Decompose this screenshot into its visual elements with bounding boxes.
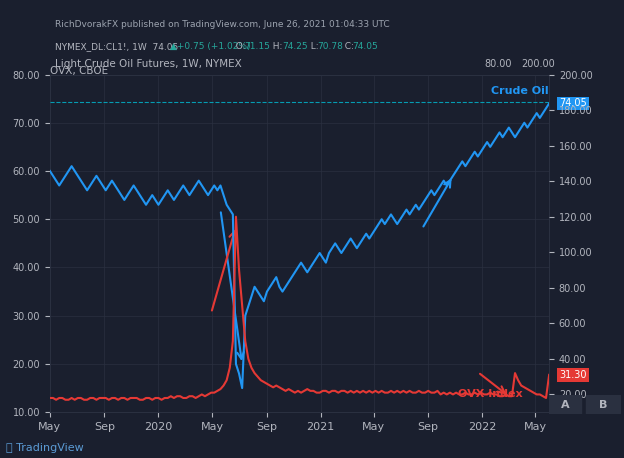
- FancyBboxPatch shape: [587, 395, 621, 414]
- Text: Light Crude Oil Futures, 1W, NYMEX: Light Crude Oil Futures, 1W, NYMEX: [55, 60, 241, 69]
- Text: L:: L:: [305, 42, 318, 51]
- Text: 74.05: 74.05: [559, 98, 587, 109]
- Text: NYMEX_DL:CL1!, 1W  74.05: NYMEX_DL:CL1!, 1W 74.05: [55, 42, 184, 51]
- FancyBboxPatch shape: [549, 395, 582, 414]
- Text: RichDvorakFX published on TradingView.com, June 26, 2021 01:04:33 UTC: RichDvorakFX published on TradingView.co…: [55, 20, 389, 29]
- Text: 80.00: 80.00: [484, 60, 512, 69]
- Text: 📈 TradingView: 📈 TradingView: [6, 443, 84, 453]
- Text: H:: H:: [267, 42, 283, 51]
- Text: A: A: [561, 400, 570, 410]
- Text: 74.25: 74.25: [282, 42, 308, 51]
- Text: O:: O:: [230, 42, 245, 51]
- Text: 70.78: 70.78: [317, 42, 343, 51]
- Text: 200.00: 200.00: [522, 60, 555, 69]
- Text: 74.05: 74.05: [352, 42, 378, 51]
- Text: B: B: [600, 400, 608, 410]
- Text: C:: C:: [339, 42, 354, 51]
- Text: OVX, CBOE: OVX, CBOE: [50, 66, 108, 76]
- Text: OVX Index: OVX Index: [458, 389, 522, 399]
- Text: Crude Oil: Crude Oil: [492, 86, 549, 96]
- Text: 71.15: 71.15: [245, 42, 270, 51]
- Text: 31.30: 31.30: [559, 370, 587, 380]
- Text: ▲+0.75 (+1.02%): ▲+0.75 (+1.02%): [170, 42, 250, 51]
